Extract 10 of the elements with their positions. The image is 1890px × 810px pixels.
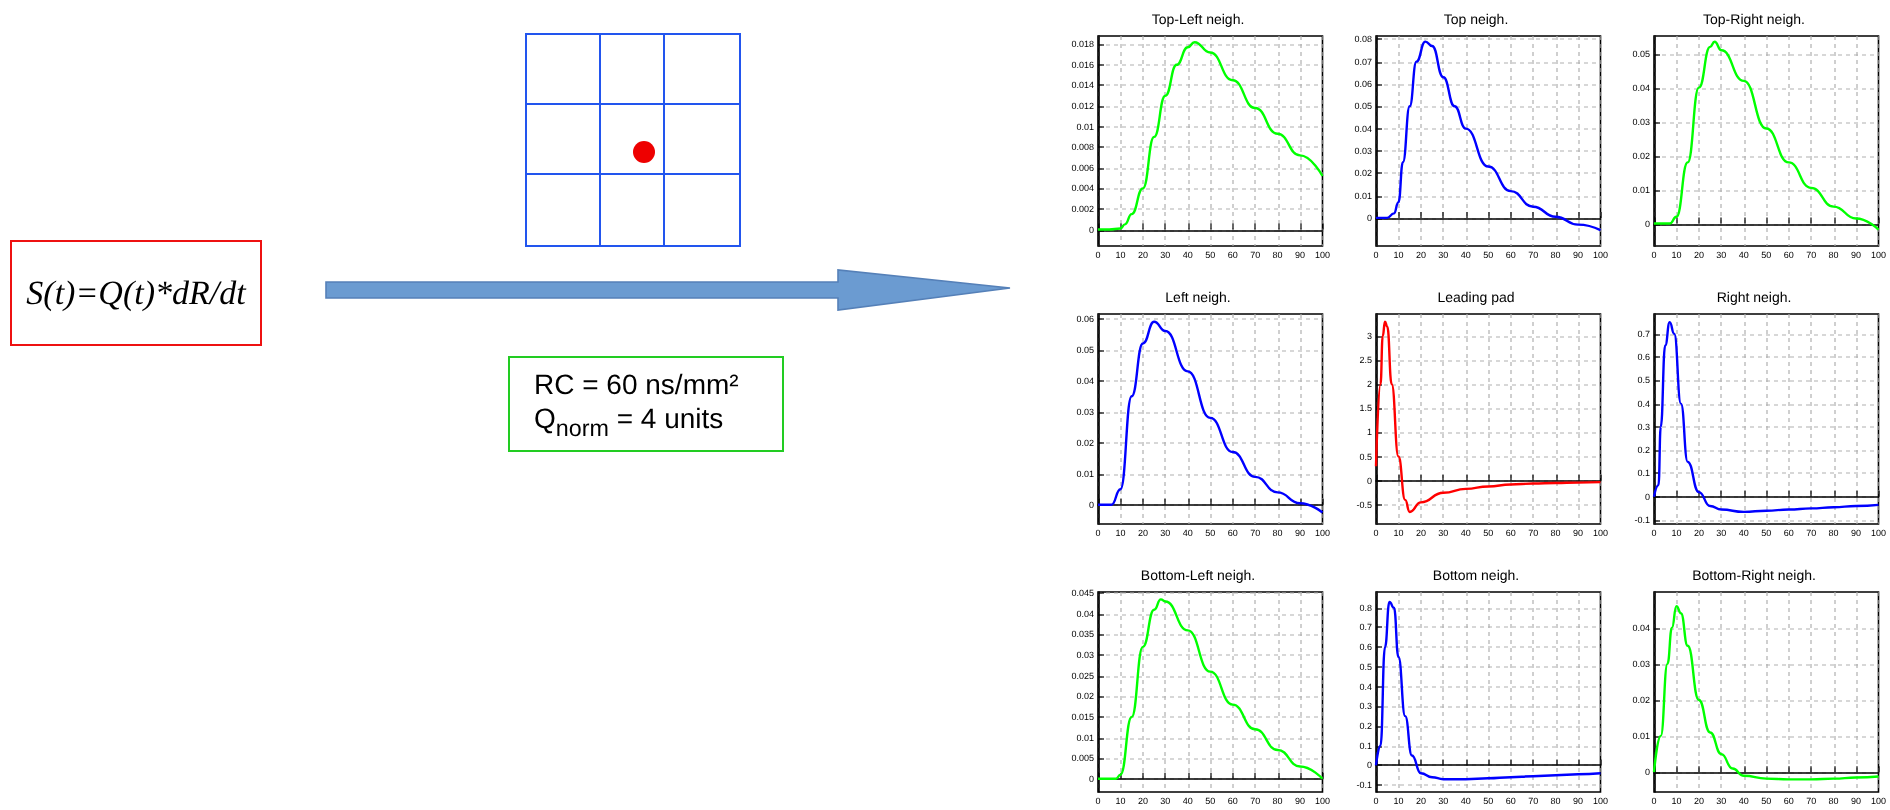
line-series <box>1374 600 1602 781</box>
text: RC = 60 ns/mm² <box>534 368 741 402</box>
line-series <box>1652 320 1880 514</box>
line-series <box>1096 40 1324 231</box>
line-series <box>1652 40 1880 231</box>
line-series <box>1374 320 1602 514</box>
line-series <box>1652 604 1880 781</box>
text: Q$_{norm}$ = 4 units <box>534 402 726 446</box>
text: S(t)=Q(t)*dR/dt <box>10 240 262 346</box>
line-series <box>1096 598 1324 780</box>
